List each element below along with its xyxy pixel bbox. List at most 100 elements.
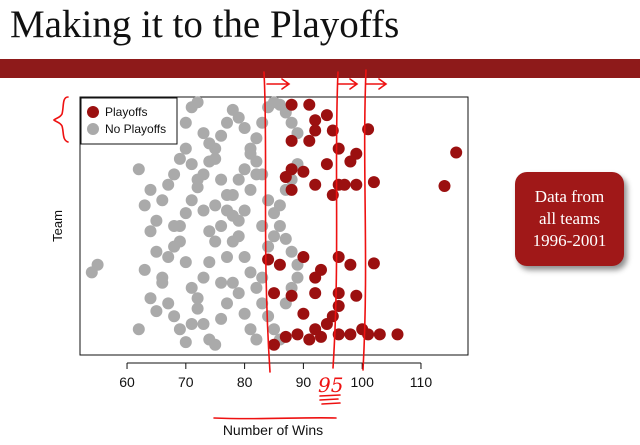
point-playoffs <box>285 134 298 147</box>
point-no-playoffs <box>162 297 175 310</box>
point-no-playoffs <box>279 232 292 245</box>
point-no-playoffs <box>226 235 239 248</box>
point-no-playoffs <box>168 310 181 323</box>
point-no-playoffs <box>179 207 192 220</box>
callout-line-3: 1996-2001 <box>532 231 607 250</box>
point-playoffs <box>268 338 280 351</box>
point-no-playoffs <box>215 129 228 142</box>
point-no-playoffs <box>150 214 163 227</box>
point-no-playoffs <box>197 127 210 140</box>
point-playoffs <box>297 307 310 320</box>
point-playoffs <box>285 289 298 302</box>
x-tick-label: 80 <box>237 374 253 390</box>
point-playoffs <box>273 258 286 271</box>
point-playoffs <box>326 310 339 323</box>
callout-line-2: all teams <box>539 209 600 228</box>
ink-arrow-2 <box>337 78 359 90</box>
ink-brace <box>52 96 69 143</box>
point-playoffs <box>438 180 451 192</box>
point-no-playoffs <box>173 323 186 336</box>
x-tick-label: 70 <box>178 374 194 390</box>
point-no-playoffs <box>132 163 145 176</box>
point-no-playoffs <box>191 292 204 305</box>
point-no-playoffs <box>232 287 245 300</box>
point-playoffs <box>303 98 316 111</box>
point-no-playoffs <box>191 96 204 109</box>
point-playoffs <box>332 287 345 300</box>
point-no-playoffs <box>221 116 233 129</box>
point-no-playoffs <box>150 305 163 318</box>
point-no-playoffs <box>238 163 251 176</box>
point-no-playoffs <box>244 183 257 196</box>
point-no-playoffs <box>162 251 175 263</box>
x-tick-label: 90 <box>296 374 312 390</box>
point-playoffs <box>268 287 280 300</box>
point-no-playoffs <box>215 276 228 289</box>
callout-line-1: Data from <box>534 187 605 206</box>
point-no-playoffs <box>238 251 251 263</box>
point-playoffs <box>279 330 292 343</box>
point-no-playoffs <box>250 333 263 346</box>
point-playoffs <box>350 178 363 191</box>
point-no-playoffs <box>185 194 198 207</box>
point-no-playoffs <box>221 297 233 310</box>
data-points <box>85 96 463 351</box>
point-no-playoffs <box>156 271 169 284</box>
legend-label-no-playoffs: No Playoffs <box>105 122 166 136</box>
point-no-playoffs <box>256 116 269 129</box>
point-no-playoffs <box>144 183 157 196</box>
point-no-playoffs <box>215 220 228 232</box>
point-no-playoffs <box>179 142 192 155</box>
point-no-playoffs <box>232 214 245 227</box>
point-no-playoffs <box>209 338 222 351</box>
point-no-playoffs <box>221 189 233 201</box>
point-no-playoffs <box>197 204 210 217</box>
point-no-playoffs <box>256 297 269 310</box>
point-playoffs <box>350 147 363 160</box>
point-no-playoffs <box>250 168 263 181</box>
point-no-playoffs <box>185 318 198 330</box>
legend-marker-playoffs <box>87 106 99 118</box>
point-no-playoffs <box>244 266 257 279</box>
point-no-playoffs <box>221 251 233 263</box>
legend-label-playoffs: Playoffs <box>105 105 147 119</box>
ink-label-95: 95 <box>318 373 343 397</box>
point-no-playoffs <box>285 245 298 258</box>
legend-marker-no-playoffs <box>87 123 99 135</box>
point-playoffs <box>391 328 404 341</box>
point-playoffs <box>303 333 316 346</box>
point-playoffs <box>332 142 345 155</box>
ink-line-84 <box>263 71 271 373</box>
point-playoffs <box>344 258 357 271</box>
point-playoffs <box>262 253 275 266</box>
point-playoffs <box>285 98 298 111</box>
point-playoffs <box>320 158 333 171</box>
point-no-playoffs <box>179 116 192 129</box>
point-playoffs <box>315 330 327 343</box>
point-no-playoffs <box>291 271 304 284</box>
x-tick-label: 100 <box>351 374 375 390</box>
point-no-playoffs <box>144 225 157 238</box>
point-playoffs <box>332 300 345 312</box>
point-playoffs <box>303 134 316 147</box>
ink-underline <box>213 416 337 420</box>
ink-arrow-1 <box>266 78 291 90</box>
point-playoffs <box>344 328 357 341</box>
point-no-playoffs <box>232 111 245 124</box>
point-playoffs <box>320 109 333 122</box>
point-playoffs <box>332 328 345 341</box>
point-no-playoffs <box>238 204 251 217</box>
ink-line-101 <box>362 69 367 371</box>
point-no-playoffs <box>244 147 257 160</box>
point-no-playoffs <box>144 292 157 305</box>
point-no-playoffs <box>238 122 251 134</box>
point-playoffs <box>326 124 339 137</box>
point-playoffs <box>350 289 363 302</box>
point-no-playoffs <box>203 225 216 238</box>
point-no-playoffs <box>268 323 280 336</box>
point-no-playoffs <box>250 281 263 294</box>
point-no-playoffs <box>168 220 181 232</box>
point-no-playoffs <box>256 271 269 284</box>
point-no-playoffs <box>179 336 192 349</box>
point-no-playoffs <box>185 158 198 171</box>
